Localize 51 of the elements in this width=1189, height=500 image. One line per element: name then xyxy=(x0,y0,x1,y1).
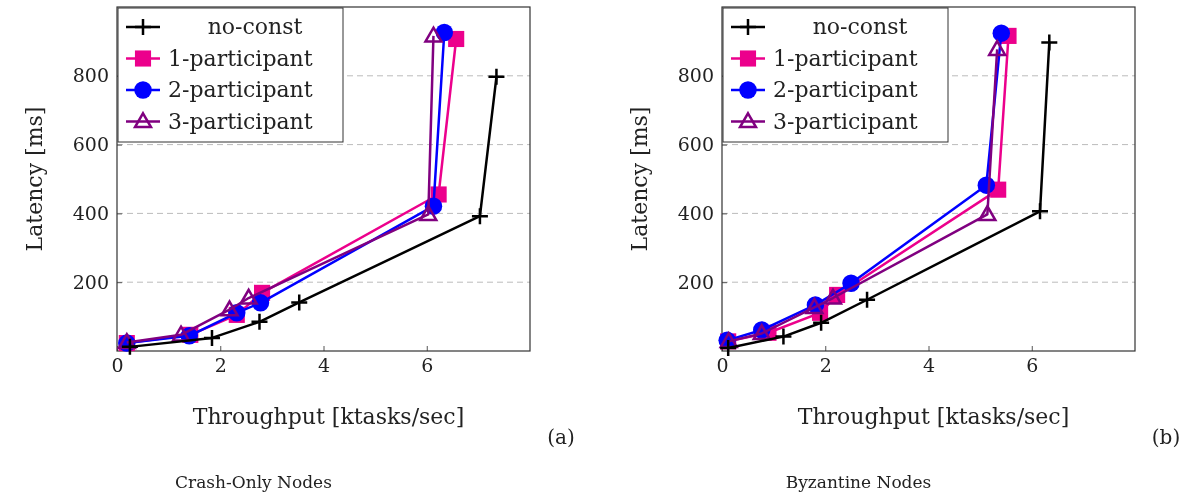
text: Crash-Only Nodes xyxy=(175,472,332,492)
point xyxy=(202,328,222,348)
point xyxy=(811,313,831,333)
y-tick-label: 600 xyxy=(677,133,714,156)
y-tick-label: 600 xyxy=(72,133,109,156)
point xyxy=(250,312,269,332)
y-tick-label: 800 xyxy=(72,64,109,87)
x-axis-title: Throughput [ktasks/sec] xyxy=(192,404,465,429)
point xyxy=(774,327,793,346)
point xyxy=(823,288,843,305)
y-tick-label: 200 xyxy=(677,270,714,293)
point xyxy=(424,26,443,43)
x-tick-label: 0 xyxy=(716,354,729,377)
legend-label: no-const xyxy=(812,14,908,39)
legend-label: 2-participant xyxy=(168,77,313,102)
legend-label: 3-participant xyxy=(168,108,313,134)
legend-label: 1-participant xyxy=(773,45,918,71)
point xyxy=(1040,33,1059,52)
point xyxy=(1030,202,1050,221)
legend-label: no-const xyxy=(207,14,303,39)
x-tick-label: 2 xyxy=(819,354,832,377)
point xyxy=(289,293,309,312)
x-tick-label: 6 xyxy=(421,354,434,377)
y-tick-label: 400 xyxy=(72,201,109,224)
point xyxy=(419,204,438,222)
legend-label: 3-participant xyxy=(773,108,918,134)
legend-label: 2-participant xyxy=(773,77,918,102)
point xyxy=(718,338,738,358)
point xyxy=(220,300,239,317)
y-tick-label: 800 xyxy=(677,64,714,87)
x-tick-label: 2 xyxy=(214,354,227,377)
point xyxy=(239,288,258,305)
y-tick-label: 200 xyxy=(72,270,109,293)
point xyxy=(987,39,1007,57)
point xyxy=(992,24,1011,42)
x-tick-label: 0 xyxy=(111,354,124,377)
legend-label: 1-participant xyxy=(168,45,313,71)
y-tick-label: 400 xyxy=(677,201,714,224)
point xyxy=(857,290,877,309)
point xyxy=(978,204,997,222)
x-tick-label: 6 xyxy=(1026,354,1039,377)
y-axis-title: Latency [ms] xyxy=(22,106,47,252)
y-axis-title: Latency [ms] xyxy=(627,106,652,252)
text: (b) xyxy=(1151,425,1181,449)
x-tick-label: 4 xyxy=(317,354,331,377)
point xyxy=(487,67,506,87)
point xyxy=(470,206,490,226)
text: Byzantine Nodes xyxy=(785,472,932,492)
x-axis-title: Throughput [ktasks/sec] xyxy=(797,404,1070,429)
text: (a) xyxy=(547,425,575,449)
x-tick-label: 4 xyxy=(922,354,936,377)
